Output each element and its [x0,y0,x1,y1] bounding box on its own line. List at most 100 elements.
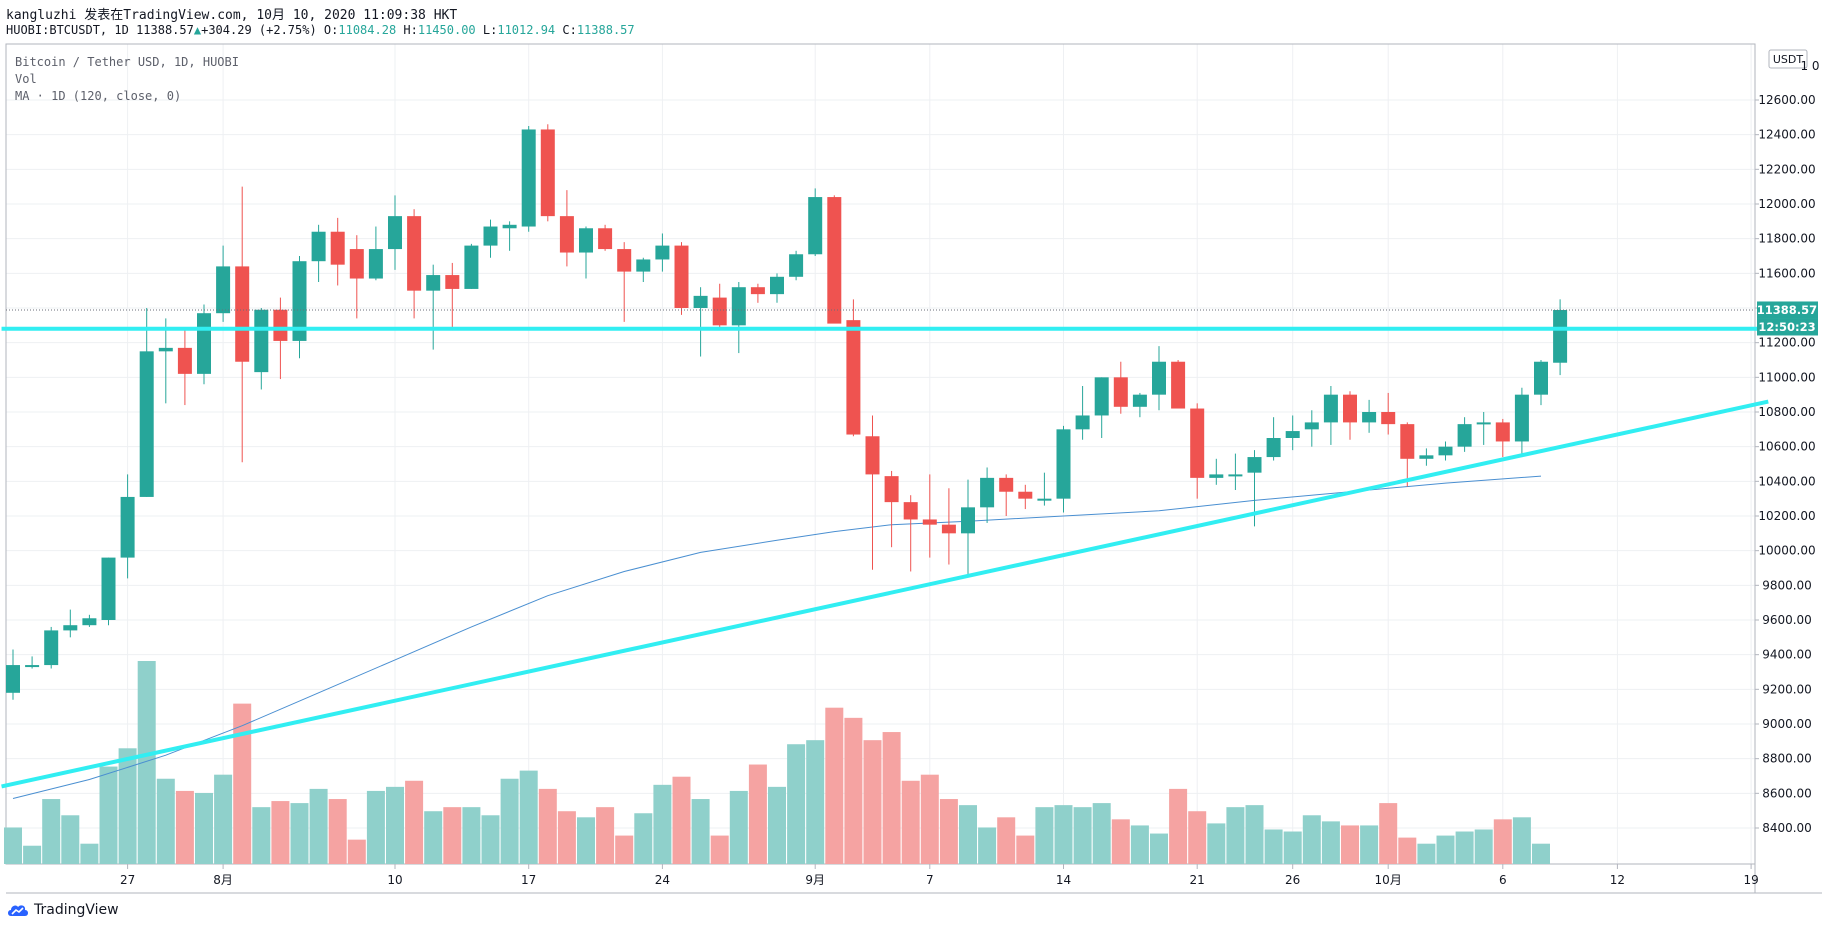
close-value: 11388.57 [576,23,635,37]
candle-body [1247,457,1262,473]
volume-bar [61,815,80,864]
candle-body [540,129,555,217]
volume-bar [748,764,767,864]
volume-bar [1474,829,1493,864]
candle-body [388,216,402,250]
candle-body [1457,424,1472,447]
candle-body [1323,394,1338,423]
time-tick-label: 14 [1056,873,1071,887]
volume-bar [691,799,710,864]
volume-bar [1150,833,1168,864]
time-tick-label: 10 [387,873,402,887]
candle-body [6,665,20,693]
candle-body [1381,412,1396,425]
candle-body [349,249,364,279]
candle-body [25,665,40,668]
volume-bar [901,780,920,864]
candle-body [559,216,574,253]
volume-bar [1493,819,1512,864]
volume-bar [500,778,519,864]
volume-bar [1016,835,1035,864]
volume-bar [1245,805,1264,864]
legend-volume[interactable]: Vol [15,72,37,86]
candle-body [1343,394,1357,423]
time-tick-label: 19 [1743,873,1758,887]
price-tick-label: 10000.00 [1758,544,1815,558]
volume-bar [328,799,347,864]
price-tick-label: 9400.00 [1762,648,1812,662]
last-price-tag-bg [1757,301,1818,319]
candle-body [1018,491,1033,499]
candle-body [101,557,116,620]
time-tick-label: 10月 [1375,873,1402,887]
candle-body [1266,438,1281,458]
volume-bar [137,661,156,864]
candle-body [712,297,727,326]
low-label: L: [482,23,498,37]
volume-bar [1283,831,1302,864]
candle-body [1209,474,1224,478]
candle-body [82,618,97,626]
candle-body [330,231,345,265]
candle-body [1152,361,1166,395]
volume-bar [1054,805,1073,864]
volume-bar [577,817,595,864]
volume-bar [462,807,481,864]
published-text: 发表在TradingView.com, 10月 10, 2020 11:09:3… [84,8,458,23]
volume-bar [672,776,691,864]
volume-bar [538,788,557,864]
volume-bar [1111,819,1130,864]
time-tick-label: 27 [120,873,135,887]
trendlines[interactable] [1,326,1769,789]
price-tick-label: 10400.00 [1758,474,1815,488]
candle-body [999,477,1014,492]
candle-body [884,476,899,503]
candle-body [197,313,211,374]
volume-bar [1035,807,1054,864]
candles [6,124,1568,700]
price-tick-label: 9600.00 [1762,613,1812,627]
volume-bar [290,803,309,864]
volume-bar [1169,788,1188,864]
volume-bar [519,770,538,864]
footer-branding[interactable]: TradingView [6,902,119,918]
time-tick-label: 24 [655,873,670,887]
time-tick-label: 21 [1190,873,1205,887]
candle-body [1171,361,1186,409]
trendline-rising-support[interactable] [1,399,1769,789]
volume-bar [271,801,290,864]
price-tick-label: 9200.00 [1762,682,1812,696]
volume-bar [729,790,748,864]
open-label: O: [323,23,339,37]
time-tick-label: 7 [926,873,934,887]
candle-body [177,347,192,374]
volume-bar [1341,825,1359,864]
candle-body [1190,408,1205,478]
volume-bar [1264,829,1283,864]
candle-body [770,276,784,295]
volume-bar [443,807,462,864]
candle-body [1285,431,1300,438]
candle-body [846,320,861,435]
price-tick-label: 10600.00 [1758,440,1815,454]
legend-ma[interactable]: MA · 1D (120, close, 0) [15,89,181,103]
candle-body [731,287,746,326]
volume-bar [347,839,366,864]
candle-body [44,630,59,666]
volume-bar [214,774,233,864]
time-axis[interactable]: 27 8月 10 17 24 9月 7 14 21 26 10月 6 12 19 [120,864,1759,887]
time-tick-label: 8月 [213,873,233,887]
price-axis[interactable]: 8400.00 8600.00 8800.00 9000.00 9200.00 9400.… [1755,93,1816,835]
currency-badge[interactable]: USDT [1768,49,1808,69]
currency-label: USDT [1773,53,1804,66]
candle-body [158,347,173,352]
price-tick-label: 8400.00 [1762,821,1812,835]
volume-bar [1188,811,1207,864]
candle-body [1228,474,1243,477]
candle-body [216,266,231,314]
volume-bar [233,703,252,864]
candle-body [636,259,651,272]
candle-body [1514,394,1529,442]
volume-bar [1436,835,1455,864]
